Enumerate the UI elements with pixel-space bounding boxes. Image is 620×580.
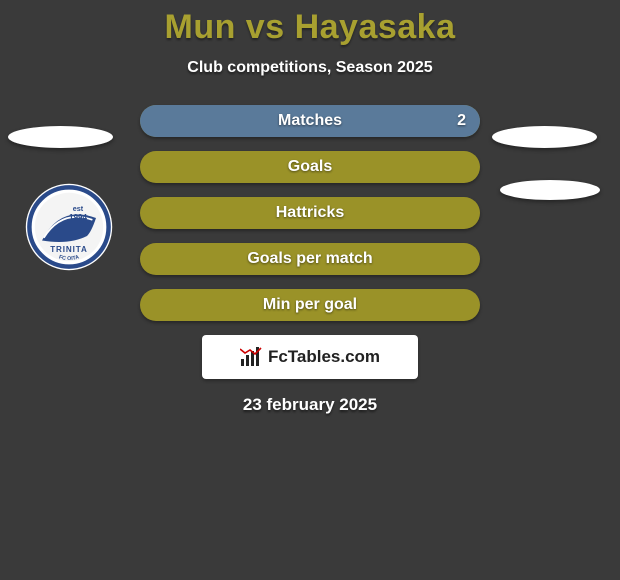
player-right-avatar [492,126,597,148]
stat-label: Hattricks [140,197,480,229]
date-label: 23 february 2025 [0,395,620,415]
stat-bar: Goals per match [140,243,480,275]
svg-text:est: est [73,204,84,213]
stat-value-right: 2 [457,105,466,137]
subtitle: Club competitions, Season 2025 [0,59,620,77]
svg-text:1994: 1994 [69,213,87,222]
bar-chart-icon [240,347,262,367]
stat-bar: Min per goal [140,289,480,321]
stat-bar: Matches2 [140,105,480,137]
stat-bar: Hattricks [140,197,480,229]
stat-label: Matches [140,105,480,137]
stat-bar: Goals [140,151,480,183]
stat-label: Goals [140,151,480,183]
branding-badge: FcTables.com [202,335,418,379]
branding-text: FcTables.com [268,347,380,367]
player-left-avatar [8,126,113,148]
stat-label: Goals per match [140,243,480,275]
page-title: Mun vs Hayasaka [0,0,620,47]
stat-label: Min per goal [140,289,480,321]
svg-text:TRINITA: TRINITA [50,245,88,254]
stats-container: Matches2 Goals Hattricks Goals per match Min… [140,105,480,321]
club-left-logo: est 1994 TRINITA FC OITA [24,182,114,272]
club-right-ellipse [500,180,600,200]
